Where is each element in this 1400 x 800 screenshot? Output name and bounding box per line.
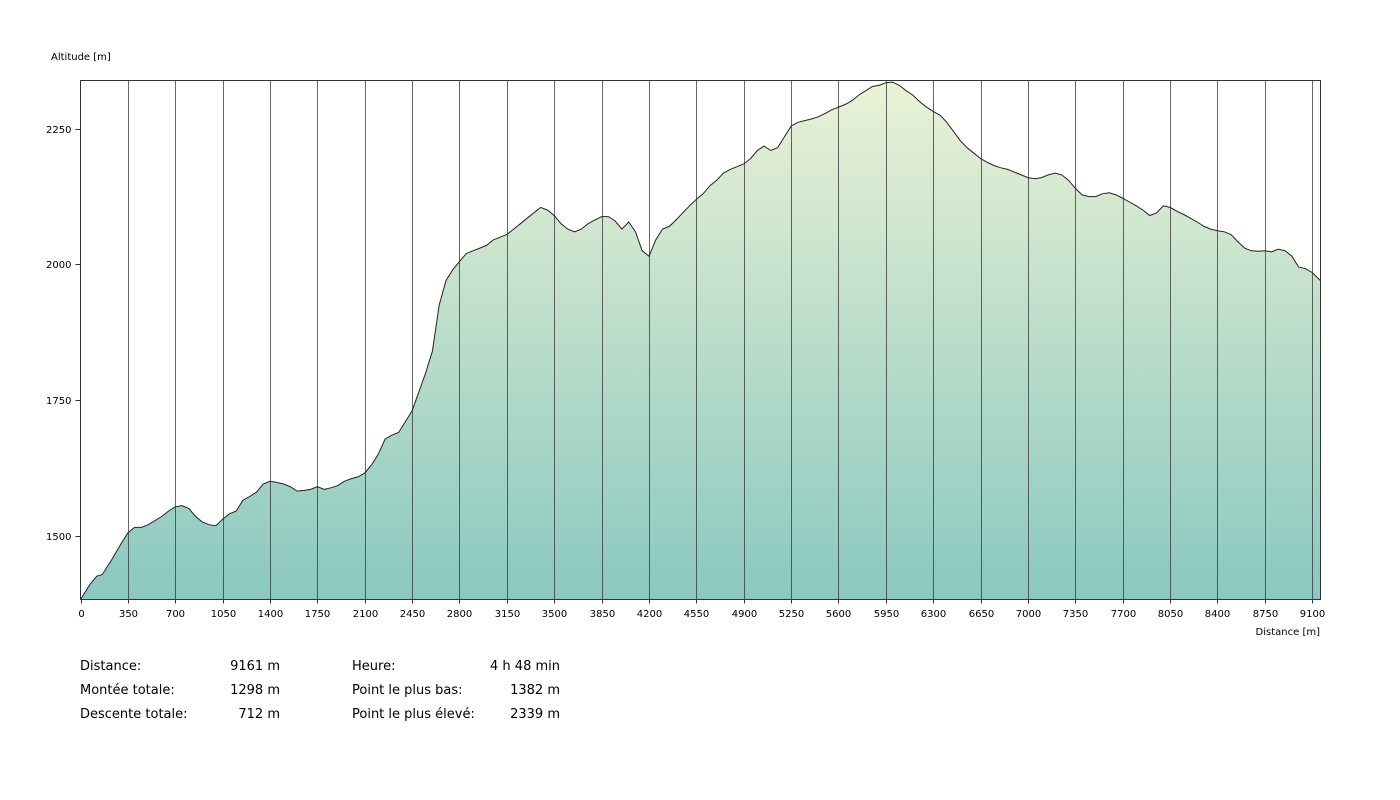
x-tick-label: 0 — [78, 609, 84, 620]
x-tick-label: 8750 — [1253, 609, 1278, 620]
stat-label: Heure: — [352, 659, 396, 674]
stat-label: Point le plus bas: — [352, 683, 463, 698]
x-tick-label: 350 — [119, 609, 138, 620]
x-tick-label: 2100 — [353, 609, 378, 620]
stat-label: Distance: — [80, 659, 142, 674]
elevation-line — [80, 81, 1321, 600]
plot-frame — [80, 80, 1321, 600]
x-tick-label: 3850 — [590, 609, 615, 620]
x-tick-label: 7000 — [1016, 609, 1041, 620]
y-axis-title: Altitude [m] — [51, 52, 111, 63]
x-tick-label: 8400 — [1205, 609, 1230, 620]
stat-value: 712 m — [238, 707, 280, 722]
x-tick-label: 7350 — [1063, 609, 1088, 620]
x-tick-label: 7700 — [1111, 609, 1136, 620]
x-tick-label: 5250 — [779, 609, 804, 620]
x-tick-label: 1750 — [305, 609, 330, 620]
x-tick-label: 3150 — [495, 609, 520, 620]
x-tick-label: 700 — [166, 609, 185, 620]
x-tick-label: 1050 — [211, 609, 236, 620]
y-tick-label: 2000 — [46, 260, 71, 271]
stat-label: Descente totale: — [80, 707, 188, 722]
y-tick-label: 1500 — [46, 532, 71, 543]
stat-value: 2339 m — [510, 707, 560, 722]
stat-label: Montée totale: — [80, 683, 175, 698]
x-tick-label: 4550 — [684, 609, 709, 620]
elevation-profile-chart: Altitude [m] Distance [m] 0 350 700 1050 140… — [46, 52, 1325, 638]
x-tick-label: 9100 — [1300, 609, 1325, 620]
x-tick-label: 6300 — [921, 609, 946, 620]
x-tick-label: 5950 — [874, 609, 899, 620]
x-tick-label: 3500 — [542, 609, 567, 620]
x-tick-label: 1400 — [258, 609, 283, 620]
stat-value: 9161 m — [230, 659, 280, 674]
x-tick-label: 8050 — [1158, 609, 1183, 620]
stat-value: 4 h 48 min — [490, 659, 560, 674]
stat-value: 1382 m — [510, 683, 560, 698]
y-tick-label: 2250 — [46, 125, 71, 136]
x-tick-label: 6650 — [969, 609, 994, 620]
x-tick-label: 4200 — [637, 609, 662, 620]
stat-value: 1298 m — [230, 683, 280, 698]
stat-label: Point le plus élevé: — [352, 707, 475, 722]
x-tick-label: 2450 — [400, 609, 425, 620]
y-tick-label: 1750 — [46, 396, 71, 407]
x-axis-title: Distance [m] — [1256, 627, 1321, 638]
x-tick-label: 2800 — [447, 609, 472, 620]
x-tick-label: 4900 — [732, 609, 757, 620]
elevation-area — [80, 82, 1321, 600]
x-tick-label: 5600 — [826, 609, 851, 620]
